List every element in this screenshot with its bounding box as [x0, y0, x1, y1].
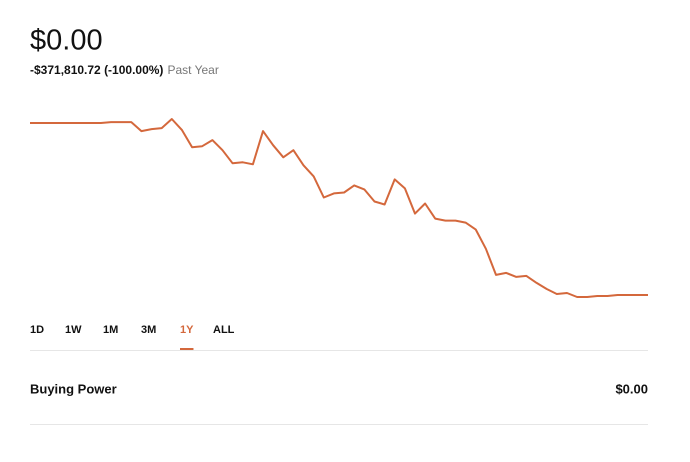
price-line: [30, 118, 648, 298]
range-tab[interactable]: 1D: [30, 324, 44, 336]
buying-power-label: Buying Power: [30, 381, 117, 396]
range-tab[interactable]: 1M: [103, 324, 118, 336]
range-tab[interactable]: 1Y: [180, 324, 194, 336]
range-tabs: 1D 1W 1M 3M 1Y ALL: [30, 324, 235, 350]
buying-power-value: $0.00: [615, 381, 648, 396]
range-tab[interactable]: 1W: [65, 324, 82, 336]
range-tab[interactable]: ALL: [213, 324, 235, 336]
portfolio-change: -$371,810.72 (-100.00%): [30, 63, 163, 77]
price-chart: [30, 118, 648, 298]
active-tab-underline: [180, 348, 194, 350]
portfolio-value: $0.00: [30, 25, 103, 57]
period-label: Past Year: [167, 63, 218, 77]
range-tab[interactable]: 3M: [141, 324, 156, 336]
